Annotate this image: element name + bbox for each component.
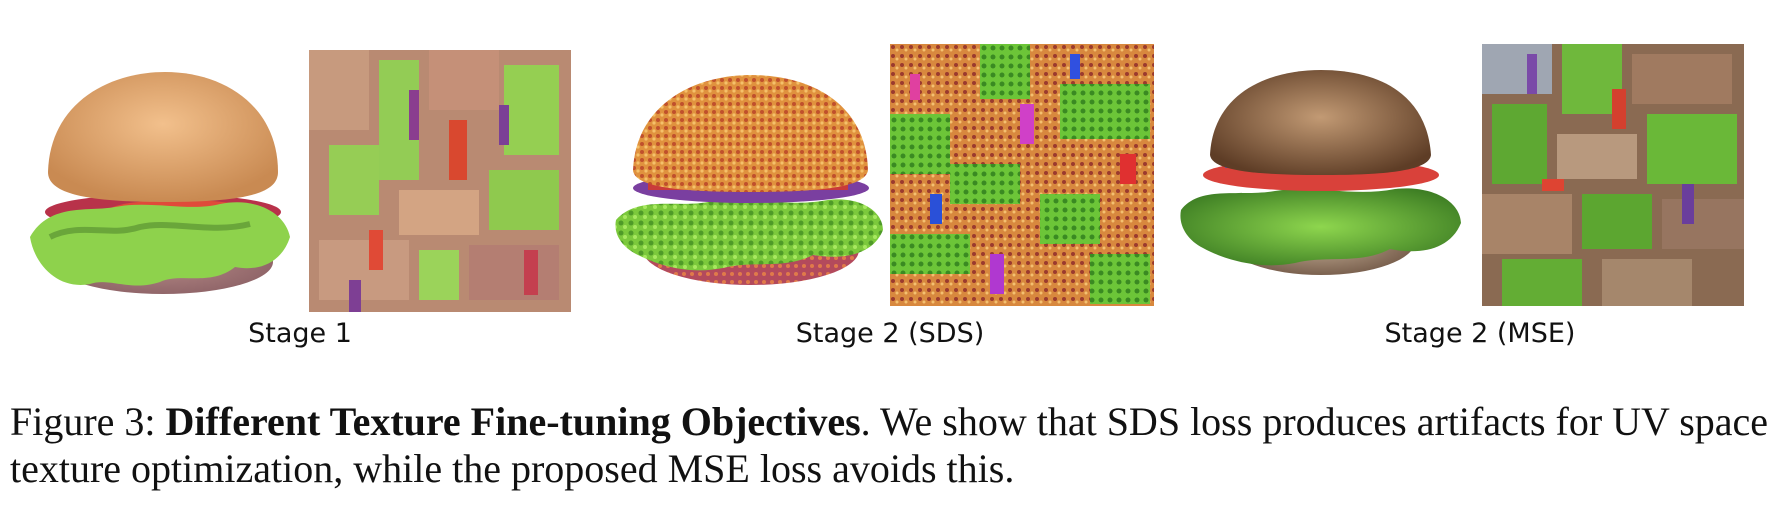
uv-texture-map-clean-icon	[1482, 44, 1744, 306]
burger-render-noisy-icon	[615, 75, 883, 285]
panel-label: Stage 2 (MSE)	[1384, 318, 1576, 349]
uv-texture-map-blurry-icon	[309, 50, 571, 312]
caption-title: Different Texture Fine-tuning Objectives	[165, 399, 861, 444]
figure-caption: Figure 3: Different Texture Fine-tuning …	[10, 398, 1770, 492]
burger-render-smooth-icon	[30, 72, 290, 294]
panel-label: Stage 2 (SDS)	[795, 318, 985, 349]
caption-prefix: Figure 3:	[10, 399, 166, 444]
uv-texture-map-artifacts-icon	[890, 44, 1154, 306]
caption-body: . We show that SDS loss produces artifac…	[10, 399, 1769, 491]
panel-label: Stage 1	[248, 318, 352, 349]
burger-render-realistic-icon	[1180, 70, 1461, 275]
